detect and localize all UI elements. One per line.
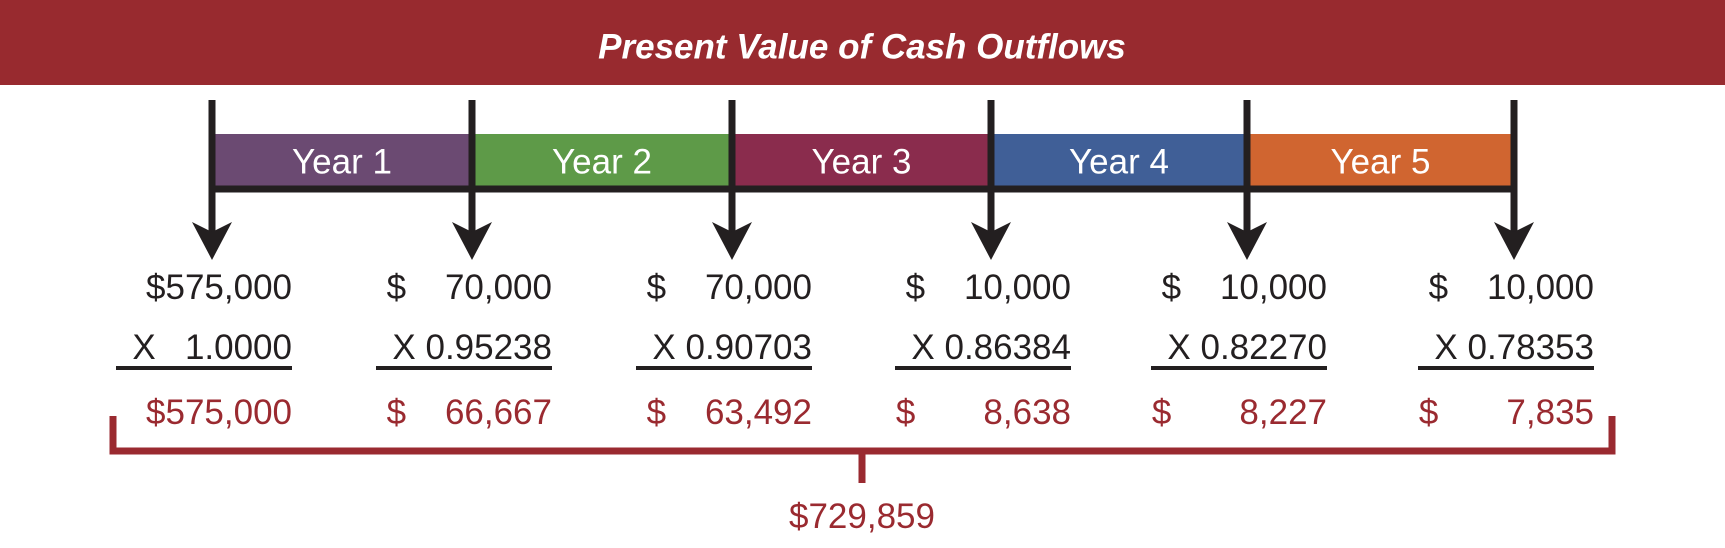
arrow-head: [1227, 222, 1267, 260]
arrow-head: [452, 222, 492, 260]
present-value: $ 8,227: [1152, 393, 1327, 432]
present-value: $ 63,492: [647, 393, 812, 432]
factor: X 0.78353: [1434, 328, 1594, 367]
year-label: Year 2: [552, 142, 652, 181]
title-bar: [0, 0, 1725, 85]
year-label: Year 3: [812, 142, 912, 181]
present-value: $ 7,835: [1419, 393, 1594, 432]
bracket: [109, 416, 1616, 455]
amount: $ 10,000: [1429, 268, 1594, 307]
total: $729,859: [789, 497, 935, 536]
factor: X 0.82270: [1167, 328, 1327, 367]
present-value: $ 8,638: [896, 393, 1071, 432]
year-bar: [991, 134, 1247, 189]
amount: $575,000: [146, 268, 292, 307]
arrow-head: [192, 222, 232, 260]
year-bar: [1247, 134, 1514, 189]
year-label: Year 4: [1069, 142, 1169, 181]
amount: $ 70,000: [647, 268, 812, 307]
factor: X 0.90703: [652, 328, 812, 367]
factor: X 0.86384: [911, 328, 1071, 367]
present-value: $ 66,667: [387, 393, 552, 432]
arrow-head: [1494, 222, 1534, 260]
present-value: $575,000: [146, 393, 292, 432]
factor: X 0.95238: [392, 328, 552, 367]
year-label: Year 1: [292, 142, 392, 181]
title: Present Value of Cash Outflows: [598, 27, 1126, 66]
factor: X 1.0000: [132, 328, 292, 367]
year-label: Year 5: [1331, 142, 1431, 181]
year-bar: [472, 134, 732, 189]
amount: $ 70,000: [387, 268, 552, 307]
arrow-head: [712, 222, 752, 260]
arrow-head: [971, 222, 1011, 260]
amount: $ 10,000: [1162, 268, 1327, 307]
amount: $ 10,000: [906, 268, 1071, 307]
year-bar: [732, 134, 991, 189]
year-bar: [212, 134, 472, 189]
